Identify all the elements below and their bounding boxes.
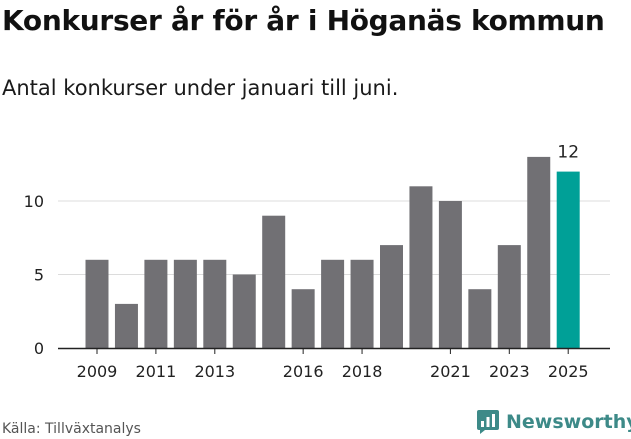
bar-2018	[350, 259, 374, 348]
bar-2016	[291, 289, 315, 348]
bar-2017	[321, 259, 345, 348]
chart-subtitle: Antal konkurser under januari till juni.	[2, 76, 399, 100]
bar-2025	[556, 171, 580, 348]
x-tick-label: 2023	[489, 362, 530, 381]
brand-name: Newsworthy	[506, 411, 631, 433]
x-tick-label: 2013	[194, 362, 235, 381]
chart-title: Konkurser år för år i Höganäs kommun	[2, 4, 605, 37]
bar-2021	[438, 201, 462, 348]
x-tick-label: 2018	[342, 362, 383, 381]
bar-2014	[232, 274, 256, 348]
bar-2010	[114, 303, 138, 348]
x-tick-label: 2011	[136, 362, 177, 381]
newsworthy-logo-icon	[477, 410, 499, 434]
bar-2022	[468, 289, 492, 348]
y-tick-label: 10	[24, 192, 44, 211]
brand-logo: Newsworthy	[476, 409, 631, 435]
bar-2020	[409, 186, 433, 348]
bar-2013	[203, 259, 227, 348]
y-tick-label: 5	[34, 266, 44, 285]
bar-2019	[380, 245, 403, 348]
bar-2011	[144, 259, 168, 348]
bar-2012	[173, 259, 197, 348]
bar-chart: 0 5 10 2009 2011 2013 2016 2018 2021 2023 2025 12	[24, 143, 610, 381]
data-label: 12	[557, 143, 579, 163]
x-tick-label: 2021	[430, 362, 471, 381]
x-tick-label: 2009	[77, 362, 118, 381]
bar-2015	[262, 215, 286, 348]
y-tick-label: 0	[34, 339, 44, 358]
source-note: Källa: Tillväxtanalys	[2, 421, 141, 437]
bar-2023	[497, 245, 521, 348]
x-tick-label: 2016	[283, 362, 324, 381]
x-tick-label: 2025	[548, 362, 589, 381]
bar-2024	[527, 156, 551, 348]
bar-2009	[85, 259, 109, 348]
